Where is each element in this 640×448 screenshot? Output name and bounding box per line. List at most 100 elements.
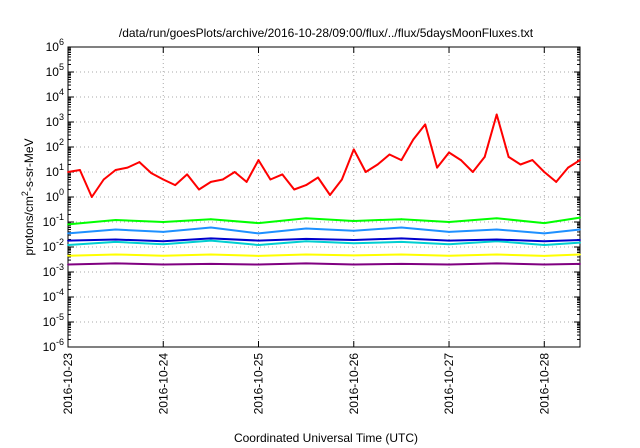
data-point — [305, 217, 308, 220]
data-point — [329, 194, 331, 196]
data-point — [495, 228, 498, 231]
data-point — [579, 239, 581, 241]
data-point — [293, 188, 296, 191]
y-tick-label: 103 — [46, 112, 64, 129]
data-point — [138, 161, 141, 163]
data-point — [162, 231, 165, 233]
chart-title: /data/run/goesPlots/archive/2016-10-28/0… — [119, 26, 534, 40]
data-point — [67, 232, 69, 235]
data-point — [90, 196, 93, 198]
grid — [68, 47, 580, 347]
data-point — [543, 171, 546, 173]
data-point — [543, 240, 546, 243]
data-point — [352, 242, 355, 245]
data-point — [352, 254, 355, 257]
data-point — [579, 241, 581, 244]
y-tick-label: 106 — [46, 37, 64, 54]
data-point — [114, 262, 117, 265]
data-point — [483, 156, 486, 158]
data-point — [305, 262, 308, 265]
data-point — [507, 156, 510, 158]
data-point — [257, 263, 260, 266]
data-point — [305, 253, 308, 256]
y-tick-label: 10-3 — [43, 262, 64, 279]
series-1 — [67, 216, 581, 226]
x-axis-label: Coordinated Universal Time (UTC) — [234, 431, 418, 445]
data-point — [495, 113, 498, 116]
data-point — [519, 163, 522, 166]
data-point — [376, 163, 379, 166]
series-group — [67, 113, 581, 266]
y-tick-label: 10-2 — [43, 237, 64, 254]
data-point — [448, 254, 450, 257]
data-point — [114, 228, 117, 231]
data-point — [531, 159, 534, 161]
series-6 — [67, 262, 581, 266]
data-point — [114, 169, 117, 171]
y-tick-label: 100 — [46, 187, 64, 204]
data-point — [305, 227, 308, 230]
y-tick-label: 101 — [46, 162, 64, 179]
data-point — [543, 244, 546, 246]
data-point — [471, 171, 474, 173]
data-point — [198, 188, 200, 191]
data-point — [400, 226, 403, 229]
data-point — [424, 123, 427, 126]
y-tick-label: 10-6 — [43, 337, 64, 354]
data-point — [305, 240, 308, 243]
data-point — [257, 244, 260, 246]
data-point — [126, 166, 129, 169]
data-point — [555, 181, 558, 183]
data-point — [162, 240, 165, 243]
data-point — [245, 181, 248, 183]
data-point — [400, 159, 403, 161]
data-point — [209, 263, 212, 265]
data-point — [67, 171, 69, 173]
data-point — [67, 244, 69, 246]
x-tick-label: 2016-10-28 — [537, 353, 551, 415]
x-tick-label: 2016-10-24 — [156, 353, 170, 415]
series-3 — [67, 239, 581, 246]
x-axis: 2016-10-23 2016-10-24 2016-10-25 2016-10-26… — [61, 47, 551, 414]
y-axis-label: protons/cm2-s-sr-MeV — [20, 138, 36, 255]
data-point — [79, 169, 81, 171]
data-point — [495, 238, 498, 241]
data-point — [448, 151, 450, 154]
data-point — [543, 255, 546, 257]
data-point — [448, 231, 450, 233]
data-point — [495, 262, 498, 265]
data-point — [400, 253, 403, 256]
data-point — [579, 263, 581, 265]
series-2 — [67, 226, 581, 235]
data-point — [400, 218, 403, 221]
y-tick-label: 10-5 — [43, 312, 64, 329]
series-line — [67, 239, 581, 246]
data-point — [114, 219, 117, 221]
data-point — [233, 171, 236, 173]
y-tick-label: 105 — [46, 62, 64, 79]
data-point — [567, 166, 569, 169]
y-tick-label: 10-4 — [43, 287, 64, 304]
data-point — [448, 239, 450, 242]
data-point — [67, 254, 69, 257]
y-tick-label: 102 — [46, 137, 64, 154]
data-point — [174, 184, 177, 186]
data-point — [162, 178, 165, 181]
data-point — [448, 243, 450, 246]
x-tick-label: 2016-10-26 — [347, 353, 361, 415]
data-point — [162, 263, 165, 266]
data-point — [460, 159, 462, 161]
data-point — [579, 159, 581, 161]
series-line — [67, 262, 581, 266]
data-point — [269, 178, 272, 181]
data-point — [495, 253, 498, 256]
data-point — [400, 240, 403, 243]
data-point — [305, 238, 308, 240]
data-point — [209, 226, 212, 229]
data-point — [257, 255, 260, 257]
data-point — [579, 228, 581, 231]
series-4 — [67, 237, 581, 243]
data-point — [495, 240, 498, 243]
data-point — [209, 253, 212, 256]
